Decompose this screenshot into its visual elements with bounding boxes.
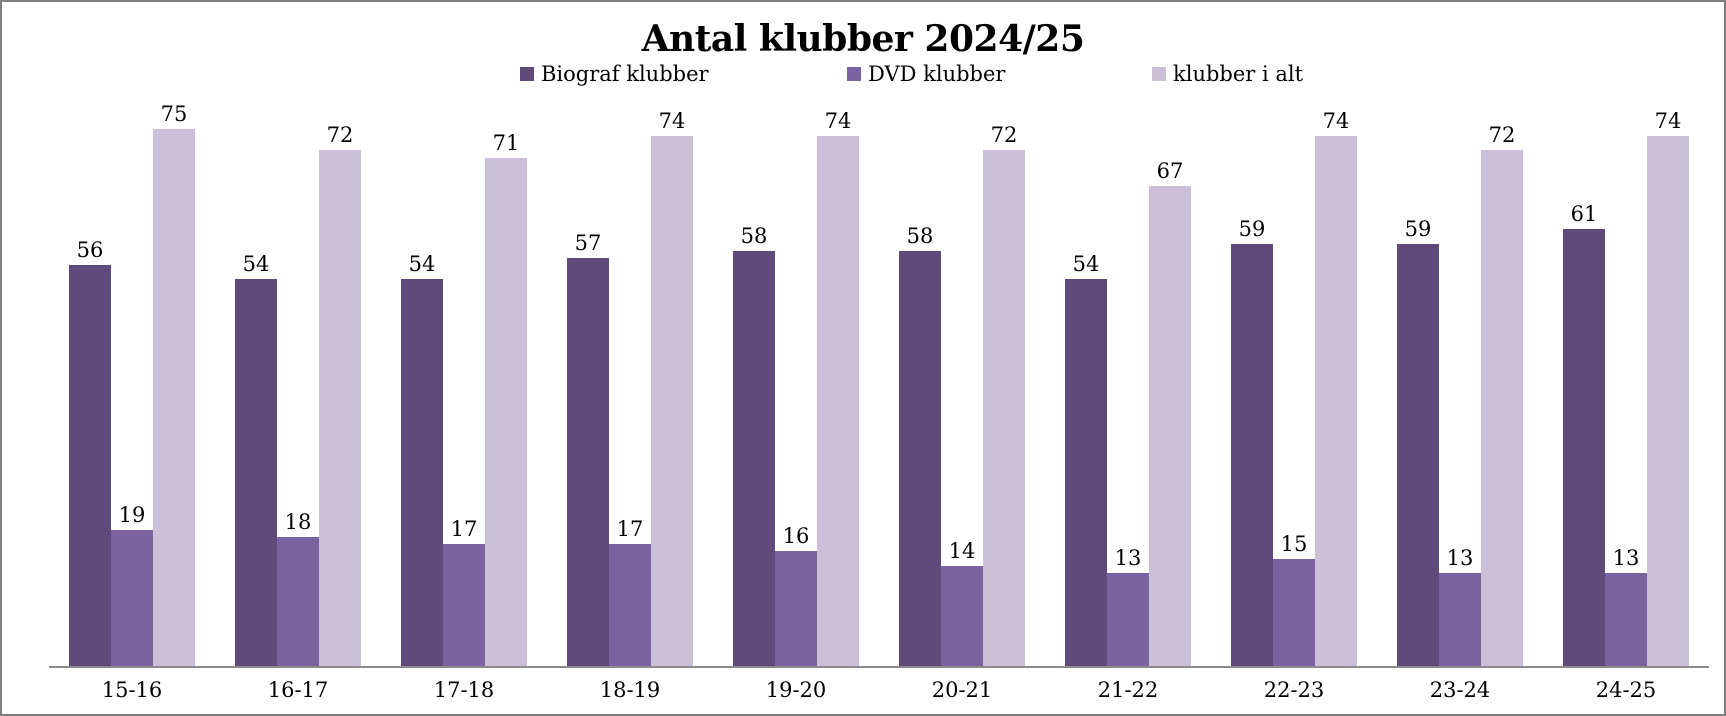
- bar-biograf-klubber-22-23: 59: [1231, 217, 1273, 666]
- bar-biograf-klubber-20-21: 58: [899, 224, 941, 666]
- x-axis-label-23-24: 23-24: [1429, 678, 1491, 702]
- data-label-klubber-i-alt-23-24: 72: [1488, 122, 1516, 147]
- bar-biograf-klubber-15-16: 56: [69, 238, 111, 666]
- data-label-biograf-klubber-23-24: 59: [1404, 216, 1432, 241]
- x-axis-label-22-23: 22-23: [1263, 678, 1325, 702]
- legend-label-dvd-klubber: DVD klubber: [868, 62, 1006, 86]
- data-label-dvd-klubber-24-25: 13: [1612, 545, 1640, 570]
- bar-group-22-23: 59 15 74: [1211, 109, 1377, 666]
- bar-biograf-klubber-23-24: 59: [1397, 217, 1439, 666]
- bar-klubber-i-alt-20-21: 72: [983, 123, 1025, 666]
- bar-klubber-i-alt-22-23: 74: [1315, 109, 1357, 666]
- data-label-dvd-klubber-17-18: 17: [450, 516, 478, 541]
- bar-group-21-22: 54 13 67: [1045, 111, 1211, 666]
- data-label-klubber-i-alt-16-17: 72: [326, 122, 354, 147]
- data-label-dvd-klubber-23-24: 13: [1446, 545, 1474, 570]
- bar-group-19-20: 58 16 74: [713, 109, 879, 666]
- x-axis-label-24-25: 24-25: [1595, 678, 1657, 702]
- data-label-biograf-klubber-19-20: 58: [740, 223, 768, 248]
- bar-dvd-klubber-23-24: 13: [1439, 546, 1481, 666]
- bar-klubber-i-alt-24-25: 74: [1647, 109, 1689, 666]
- bar-dvd-klubber-15-16: 19: [111, 503, 153, 666]
- data-label-klubber-i-alt-18-19: 74: [658, 108, 686, 133]
- bar-dvd-klubber-21-22: 13: [1107, 546, 1149, 666]
- legend-item-dvd-klubber: DVD klubber: [847, 62, 1005, 86]
- bar-dvd-klubber-16-17: 18: [277, 510, 319, 666]
- x-axis-label-19-20: 19-20: [765, 678, 827, 702]
- legend-item-klubber-i-alt: klubber i alt: [1152, 62, 1303, 86]
- plot-area: 56 19 75 54 18 72 54 17 71 57 17 74 58 16 74 58 14 72 54 13…: [49, 102, 1709, 668]
- bar-klubber-i-alt-23-24: 72: [1481, 123, 1523, 666]
- x-axis-label-20-21: 20-21: [931, 678, 993, 702]
- bar-klubber-i-alt-17-18: 71: [485, 131, 527, 666]
- data-label-biograf-klubber-21-22: 54: [1072, 251, 1100, 276]
- legend-swatch-klubber-i-alt: [1152, 67, 1166, 81]
- data-label-klubber-i-alt-17-18: 71: [492, 130, 520, 155]
- bar-biograf-klubber-18-19: 57: [567, 231, 609, 666]
- data-label-klubber-i-alt-22-23: 74: [1322, 108, 1350, 133]
- bar-klubber-i-alt-21-22: 67: [1149, 159, 1191, 666]
- data-label-biograf-klubber-17-18: 54: [408, 251, 436, 276]
- x-axis-label-16-17: 16-17: [267, 678, 329, 702]
- x-axis-labels: 15-16 16-17 17-18 18-19 19-20 20-21 21-22 22-23…: [49, 678, 1709, 702]
- data-label-biograf-klubber-15-16: 56: [76, 237, 104, 262]
- data-label-biograf-klubber-20-21: 58: [906, 223, 934, 248]
- bar-group-15-16: 56 19 75: [49, 102, 215, 666]
- legend-swatch-biograf-klubber: [520, 67, 534, 81]
- x-axis-label-17-18: 17-18: [433, 678, 495, 702]
- data-label-dvd-klubber-15-16: 19: [118, 502, 146, 527]
- x-axis-label-21-22: 21-22: [1097, 678, 1159, 702]
- bar-group-16-17: 54 18 72: [215, 111, 381, 666]
- data-label-biograf-klubber-24-25: 61: [1570, 201, 1598, 226]
- data-label-dvd-klubber-21-22: 13: [1114, 545, 1142, 570]
- data-label-dvd-klubber-16-17: 18: [284, 509, 312, 534]
- bar-dvd-klubber-18-19: 17: [609, 517, 651, 666]
- legend-item-biograf-klubber: Biograf klubber: [520, 62, 709, 86]
- x-axis-label-18-19: 18-19: [599, 678, 661, 702]
- bar-group-18-19: 57 17 74: [547, 109, 713, 666]
- bar-klubber-i-alt-19-20: 74: [817, 109, 859, 666]
- bar-dvd-klubber-24-25: 13: [1605, 546, 1647, 666]
- legend-label-biograf-klubber: Biograf klubber: [541, 62, 709, 86]
- legend-swatch-dvd-klubber: [847, 67, 861, 81]
- data-label-biograf-klubber-16-17: 54: [242, 251, 270, 276]
- data-label-klubber-i-alt-19-20: 74: [824, 108, 852, 133]
- bar-dvd-klubber-22-23: 15: [1273, 532, 1315, 666]
- x-axis-label-15-16: 15-16: [101, 678, 163, 702]
- data-label-dvd-klubber-19-20: 16: [782, 523, 810, 548]
- data-label-dvd-klubber-18-19: 17: [616, 516, 644, 541]
- chart-title: Antal klubber 2024/25: [641, 18, 1085, 60]
- bar-biograf-klubber-17-18: 54: [401, 252, 443, 666]
- data-label-klubber-i-alt-15-16: 75: [160, 101, 188, 126]
- bar-group-17-18: 54 17 71: [381, 111, 547, 666]
- bar-klubber-i-alt-18-19: 74: [651, 109, 693, 666]
- bar-biograf-klubber-24-25: 61: [1563, 202, 1605, 666]
- bar-klubber-i-alt-16-17: 72: [319, 123, 361, 666]
- data-label-klubber-i-alt-21-22: 67: [1156, 158, 1184, 183]
- legend-label-klubber-i-alt: klubber i alt: [1173, 62, 1304, 86]
- bar-klubber-i-alt-15-16: 75: [153, 102, 195, 666]
- bar-dvd-klubber-20-21: 14: [941, 539, 983, 666]
- data-label-dvd-klubber-22-23: 15: [1280, 531, 1308, 556]
- bar-biograf-klubber-16-17: 54: [235, 252, 277, 666]
- bar-dvd-klubber-17-18: 17: [443, 517, 485, 666]
- bar-group-23-24: 59 13 72: [1377, 111, 1543, 666]
- bar-biograf-klubber-19-20: 58: [733, 224, 775, 666]
- bar-group-24-25: 61 13 74: [1543, 109, 1709, 666]
- bar-group-20-21: 58 14 72: [879, 111, 1045, 666]
- data-label-klubber-i-alt-24-25: 74: [1654, 108, 1682, 133]
- data-label-klubber-i-alt-20-21: 72: [990, 122, 1018, 147]
- data-label-biograf-klubber-22-23: 59: [1238, 216, 1266, 241]
- bar-dvd-klubber-19-20: 16: [775, 524, 817, 666]
- data-label-dvd-klubber-20-21: 14: [948, 538, 976, 563]
- bar-biograf-klubber-21-22: 54: [1065, 252, 1107, 666]
- data-label-biograf-klubber-18-19: 57: [574, 230, 602, 255]
